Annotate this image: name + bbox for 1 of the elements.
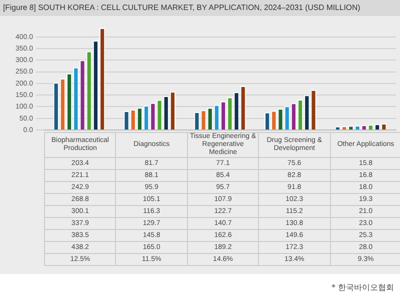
text: * 한국바이오협회 [331, 282, 394, 293]
